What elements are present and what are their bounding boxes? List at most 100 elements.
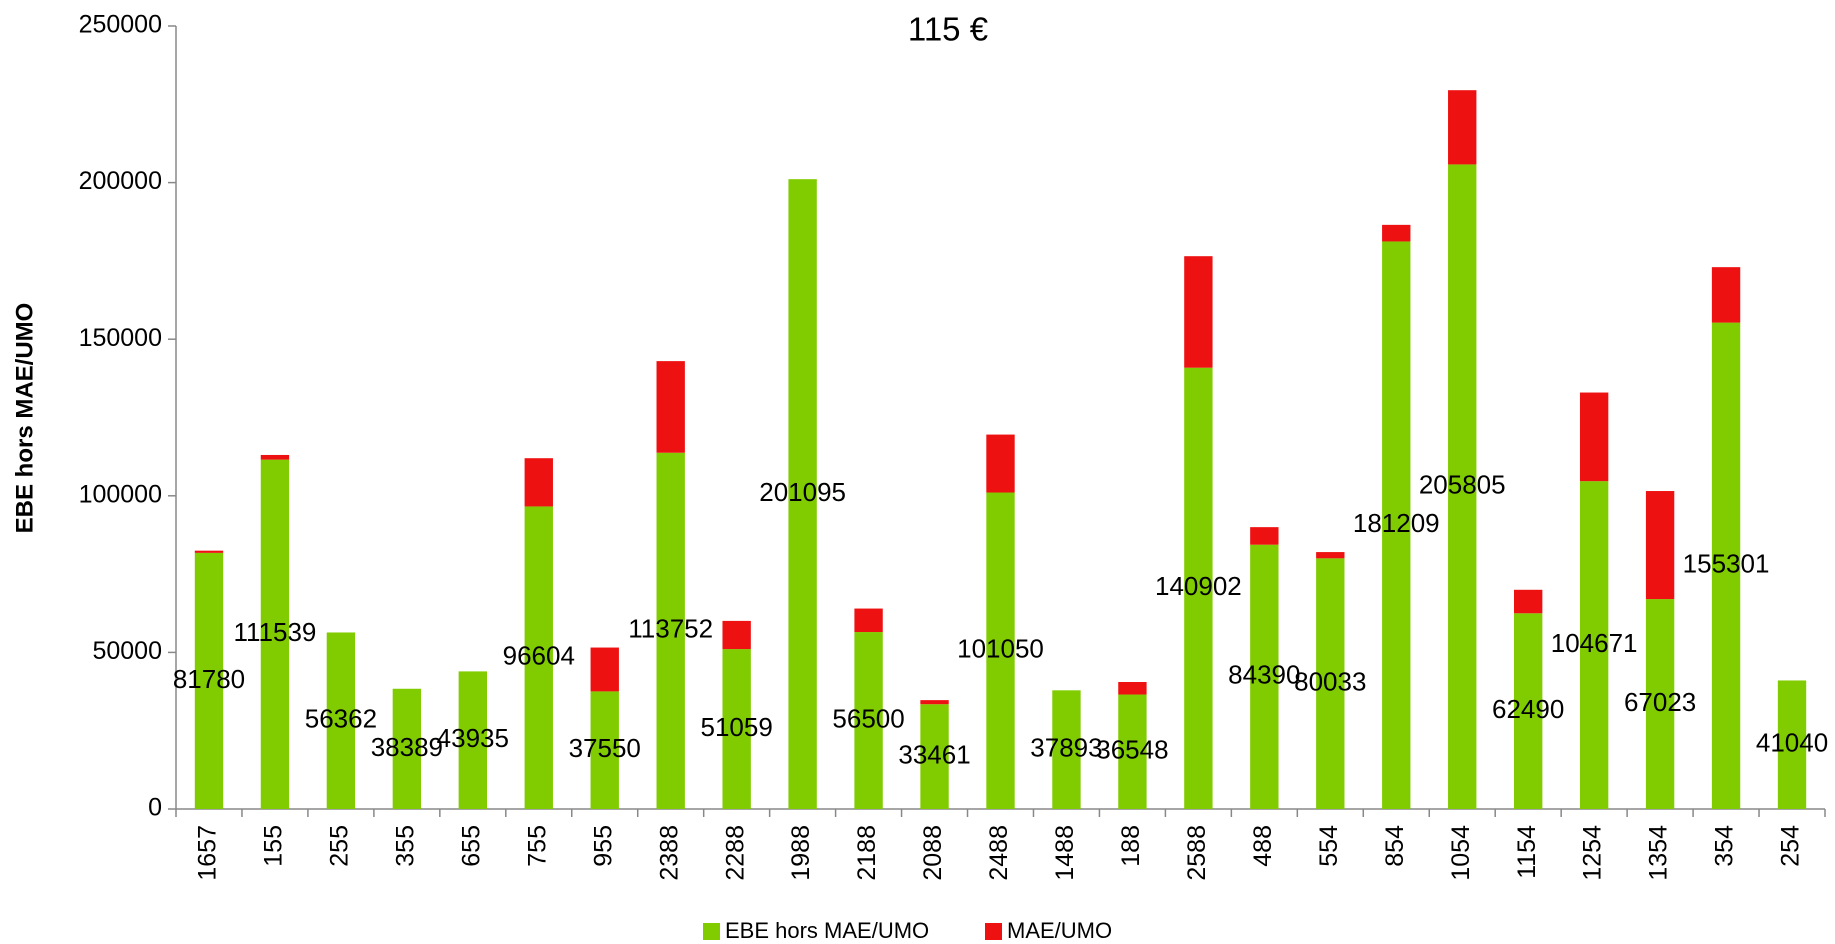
bar-segment [1118, 682, 1147, 695]
data-label: 104671 [1551, 628, 1638, 658]
data-label: 84390 [1228, 660, 1300, 690]
y-tick-label: 200000 [79, 167, 162, 195]
bar-segment [194, 550, 224, 553]
bar-segment [1184, 367, 1213, 809]
x-tick-label: 2388 [655, 825, 683, 881]
x-tick-label: 2088 [919, 825, 947, 881]
data-label: 140902 [1155, 571, 1242, 601]
y-tick-label: 50000 [92, 637, 162, 665]
x-tick-label: 1657 [194, 825, 222, 881]
data-label: 111539 [233, 617, 316, 647]
data-label: 37550 [569, 733, 641, 763]
bar-segment [1711, 322, 1741, 809]
bar-segment [1513, 613, 1543, 809]
bar-segment [1052, 690, 1081, 809]
bar-segment [1184, 256, 1213, 368]
x-tick-label: 1254 [1579, 825, 1607, 881]
bar-segment [260, 454, 290, 460]
bar-segment [260, 459, 290, 809]
data-label: 62490 [1492, 694, 1564, 724]
x-tick-label: 854 [1381, 825, 1409, 867]
bar-segment [1250, 527, 1279, 545]
bar-segment [1513, 589, 1543, 614]
bar-segment [458, 671, 488, 809]
bar-segment [788, 179, 817, 809]
data-label: 155301 [1683, 549, 1770, 579]
bar-segment [590, 691, 619, 809]
data-label: 41040 [1756, 728, 1828, 758]
data-label: 37893 [1030, 733, 1102, 763]
data-label: 56362 [305, 704, 377, 734]
y-tick-label: 0 [148, 794, 162, 822]
x-tick-label: 755 [523, 825, 551, 867]
x-tick-label: 2488 [985, 825, 1013, 881]
legend-swatch [703, 923, 720, 940]
bar-segment [722, 620, 751, 650]
y-tick-label: 250000 [79, 11, 162, 39]
x-tick-label: 955 [589, 825, 617, 867]
x-tick-label: 255 [326, 825, 354, 867]
bar-segment [326, 632, 356, 809]
y-axis-label: EBE hors MAE/UMO [11, 303, 38, 534]
bar-segment [656, 361, 685, 453]
bar-segment [1448, 164, 1477, 809]
data-label: 67023 [1624, 687, 1696, 717]
data-label: 43935 [437, 723, 509, 753]
bar-segment [1316, 552, 1345, 559]
bar-segment [1382, 224, 1411, 242]
x-tick-label: 2188 [853, 825, 881, 881]
x-tick-label: 655 [457, 825, 485, 867]
x-tick-label: 1154 [1513, 825, 1541, 879]
x-tick-label: 188 [1117, 825, 1145, 867]
x-tick-label: 1988 [787, 825, 815, 881]
x-tick-label: 1354 [1645, 825, 1673, 881]
bar-segment [854, 632, 883, 809]
bar-segment [1711, 267, 1741, 323]
bar-segment [920, 700, 949, 705]
data-label: 113752 [628, 614, 713, 644]
y-tick-label: 150000 [79, 324, 162, 352]
x-tick-label: 355 [391, 825, 419, 867]
bar-segment [656, 452, 685, 809]
bar-segment [1382, 241, 1411, 809]
bar-segment [524, 506, 553, 809]
bar-segment [1579, 481, 1609, 809]
bar-segment [920, 704, 949, 809]
data-label: 181209 [1353, 508, 1440, 538]
bar-segment [1448, 90, 1477, 165]
bar-segment [392, 688, 422, 809]
x-tick-label: 1488 [1051, 825, 1079, 881]
y-tick-label: 100000 [79, 480, 162, 508]
bar-segment [1645, 599, 1675, 809]
bar-segment [1645, 491, 1675, 600]
x-tick-label: 554 [1315, 825, 1343, 867]
data-label: 38389 [371, 732, 443, 762]
legend-label: MAE/UMO [1007, 918, 1112, 943]
data-label: 80033 [1294, 667, 1366, 697]
data-label: 33461 [898, 739, 970, 769]
data-label: 51059 [701, 712, 773, 742]
bar-segment [1250, 544, 1279, 809]
bar-segment [590, 647, 619, 692]
data-label: 101050 [957, 634, 1044, 664]
bar-segment [194, 552, 224, 809]
bar-segment [1579, 392, 1609, 482]
bar-segment [1777, 680, 1807, 809]
x-tick-label: 488 [1249, 825, 1277, 867]
data-label: 81780 [173, 664, 245, 694]
x-tick-label: 2588 [1183, 825, 1211, 881]
data-label: 56500 [832, 703, 904, 733]
data-label: 201095 [759, 477, 846, 507]
bar-segment [1316, 558, 1345, 809]
data-label: 96604 [503, 641, 575, 671]
bar-segment [986, 492, 1015, 809]
legend-label: EBE hors MAE/UMO [725, 918, 929, 943]
x-tick-label: 1054 [1447, 825, 1475, 881]
bar-segment [986, 434, 1015, 493]
data-label: 36548 [1096, 735, 1168, 765]
x-tick-label: 254 [1777, 825, 1805, 867]
data-label: 205805 [1419, 470, 1506, 500]
bar-segment [722, 649, 751, 809]
x-tick-label: 155 [260, 825, 288, 867]
